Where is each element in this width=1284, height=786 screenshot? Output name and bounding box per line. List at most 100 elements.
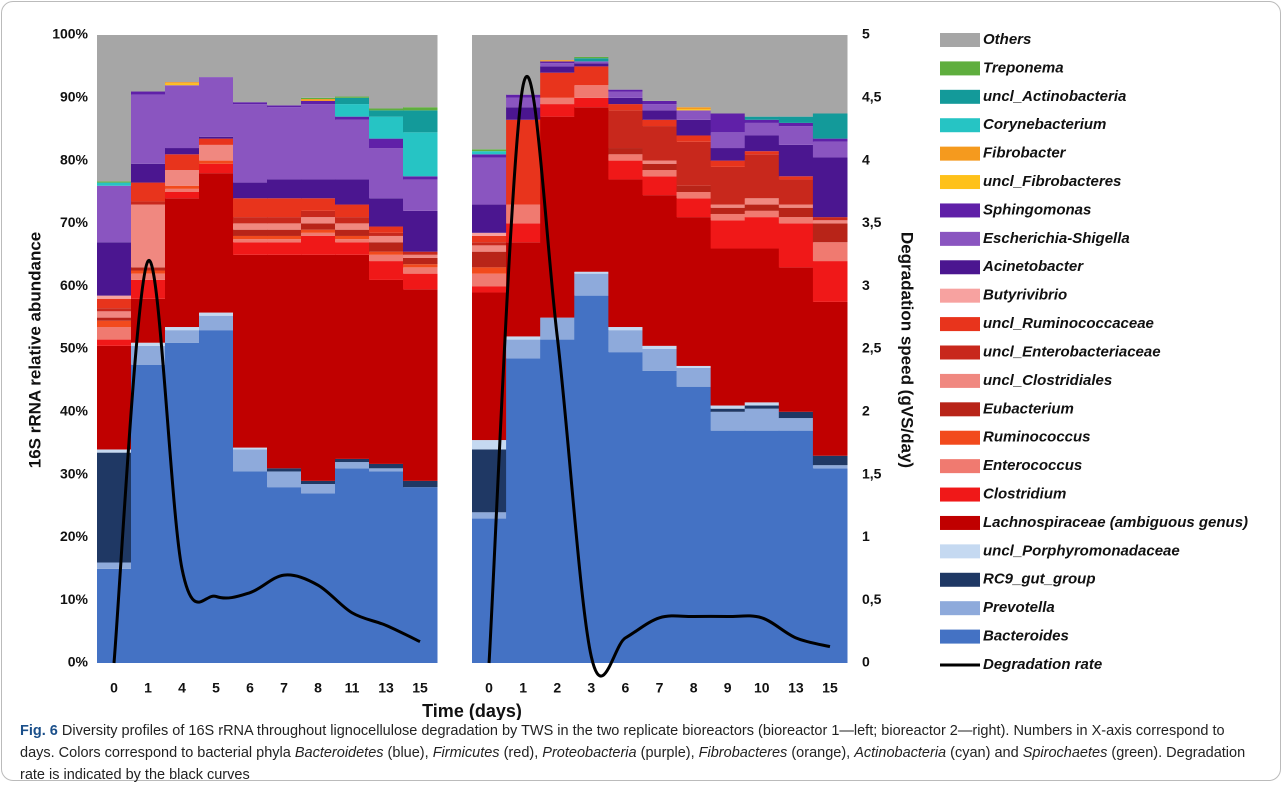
bar-segment bbox=[131, 182, 166, 202]
bar-segment bbox=[97, 185, 132, 243]
bar-segment bbox=[403, 35, 438, 108]
bar-segment bbox=[301, 100, 336, 105]
bar-segment bbox=[574, 97, 609, 108]
bar-segment bbox=[267, 107, 302, 180]
bar-segment bbox=[335, 462, 370, 469]
bar-segment bbox=[676, 107, 712, 110]
legend-label: uncl_Fibrobacteres bbox=[983, 173, 1121, 190]
bar-segment bbox=[778, 267, 814, 412]
bar-segment bbox=[676, 135, 712, 142]
bar-segment bbox=[472, 512, 507, 519]
bar-segment bbox=[778, 176, 814, 180]
bar-segment bbox=[199, 138, 234, 145]
y2-tick-label: 0,5 bbox=[862, 591, 882, 607]
x-tick-label: 1 bbox=[144, 680, 152, 696]
x-tick-label: 2 bbox=[553, 680, 561, 696]
bar-segment bbox=[642, 195, 678, 346]
bar-segment bbox=[506, 204, 541, 224]
bar-segment bbox=[335, 116, 370, 120]
bar-segment bbox=[472, 273, 507, 287]
x-tick-label: 1 bbox=[519, 680, 527, 696]
bar-segment bbox=[233, 182, 268, 199]
bar-segment bbox=[233, 35, 268, 103]
bar-segment bbox=[199, 160, 234, 164]
bar-segment bbox=[778, 35, 814, 117]
legend-label: uncl_Porphyromonadaceae bbox=[983, 542, 1180, 559]
bar-segment bbox=[574, 61, 609, 64]
legend-label: Ruminococcus bbox=[983, 429, 1091, 446]
legend-swatch bbox=[940, 459, 980, 474]
bar-segment bbox=[199, 35, 234, 78]
x-tick-label: 8 bbox=[690, 680, 698, 696]
bar-segment bbox=[301, 484, 336, 494]
bar-segment bbox=[403, 179, 438, 211]
x-tick-label: 9 bbox=[724, 680, 732, 696]
bar-segment bbox=[97, 308, 132, 312]
bar-segment bbox=[97, 311, 132, 318]
bar-segment bbox=[472, 286, 507, 293]
bar-segment bbox=[472, 232, 507, 236]
bar-segment bbox=[335, 458, 370, 463]
legend-swatch bbox=[940, 487, 980, 502]
bar-segment bbox=[744, 35, 780, 117]
caption-text: (green). Degradation rate is indicated b… bbox=[20, 745, 1246, 783]
legend-swatch bbox=[940, 89, 980, 104]
bar-segment bbox=[97, 242, 132, 296]
legend-label: uncl_Ruminococcaceae bbox=[983, 315, 1154, 332]
bar-segment bbox=[710, 160, 746, 167]
bar-segment bbox=[403, 132, 438, 177]
x-tick-label: 13 bbox=[378, 680, 394, 696]
legend-label: uncl_Clostridiales bbox=[983, 372, 1112, 389]
x-tick-label: 11 bbox=[345, 680, 360, 696]
legend-label: Sphingomonas bbox=[983, 201, 1091, 218]
bar-segment bbox=[97, 317, 132, 321]
caption-text: Firmicutes bbox=[432, 745, 500, 761]
bar-segment bbox=[165, 85, 200, 149]
bar-segment bbox=[403, 487, 438, 663]
bar-segment bbox=[165, 342, 200, 663]
caption-text: Diversity profiles of 16S rRNA throughou… bbox=[20, 723, 1225, 761]
bar-segment bbox=[369, 232, 404, 236]
bar-segment bbox=[233, 235, 268, 240]
bar-segment bbox=[608, 154, 643, 161]
bar-segment bbox=[642, 170, 678, 177]
bar-segment bbox=[472, 251, 507, 268]
bar-segment bbox=[778, 207, 814, 218]
bar-segment bbox=[301, 232, 336, 236]
bar-segment bbox=[199, 315, 234, 331]
bar-segment bbox=[574, 35, 609, 57]
bar-segment bbox=[642, 370, 678, 663]
y-tick-label: 100% bbox=[52, 26, 88, 42]
x-tick-label: 13 bbox=[788, 680, 804, 696]
bar-segment bbox=[540, 60, 575, 62]
bar-segment bbox=[267, 223, 302, 230]
y2-axis-title: Degradation speed (gVS/day) bbox=[898, 232, 917, 468]
bar-segment bbox=[403, 264, 438, 268]
legend-swatch bbox=[940, 61, 980, 76]
bar-segment bbox=[131, 94, 166, 164]
bar-segment bbox=[472, 35, 507, 150]
y-tick-label: 30% bbox=[60, 465, 89, 481]
bar-segment bbox=[642, 100, 678, 105]
bar-segment bbox=[335, 468, 370, 663]
bar-segment bbox=[403, 254, 438, 258]
bar-segment bbox=[335, 235, 370, 240]
bar-segment bbox=[778, 122, 814, 127]
legend-label: Degradation rate bbox=[983, 656, 1102, 673]
bar-segment bbox=[540, 97, 575, 105]
bar-segment bbox=[710, 166, 746, 205]
bar-segment bbox=[369, 261, 404, 280]
legend-label: Treponema bbox=[983, 59, 1064, 76]
bar-segment bbox=[369, 148, 404, 199]
bar-segment bbox=[403, 480, 438, 488]
bar-segment bbox=[778, 430, 814, 663]
legend-label: Enterococcus bbox=[983, 457, 1082, 474]
bar-segment bbox=[472, 157, 507, 205]
bar-segment bbox=[472, 245, 507, 252]
bar-segment bbox=[574, 271, 609, 274]
legend-label: Fibrobacter bbox=[983, 145, 1067, 162]
bar-segment bbox=[267, 468, 302, 472]
bar-segment bbox=[608, 179, 643, 328]
bar-segment bbox=[676, 141, 712, 186]
